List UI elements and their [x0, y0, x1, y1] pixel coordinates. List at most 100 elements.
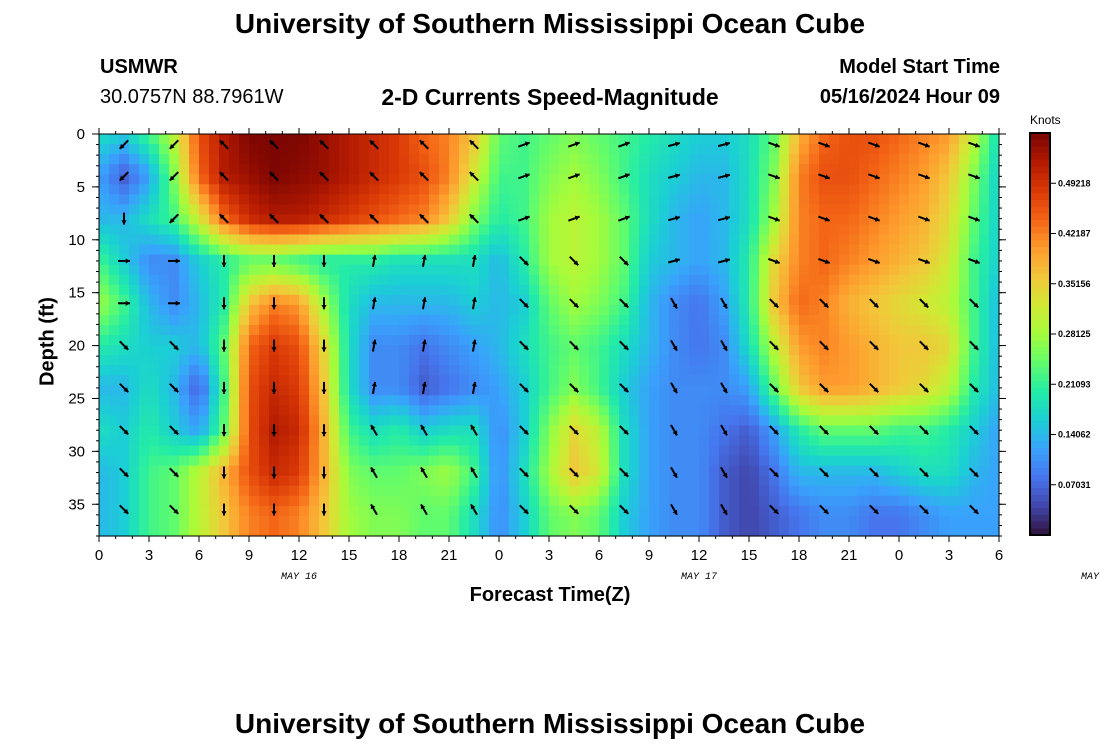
heatmap-cell: [569, 455, 580, 467]
heatmap-cell: [649, 214, 660, 226]
heatmap-cell: [389, 274, 400, 286]
heatmap-cell: [989, 365, 1000, 376]
heatmap-cell: [409, 314, 420, 326]
heatmap-cell: [809, 425, 820, 437]
heatmap-cell: [689, 304, 700, 316]
heatmap-cell: [799, 144, 810, 155]
heatmap-cell: [169, 134, 180, 145]
heatmap-cell: [259, 395, 270, 406]
heatmap-cell: [209, 345, 220, 356]
heatmap-cell: [789, 144, 800, 155]
heatmap-cell: [329, 294, 340, 306]
heatmap-cell: [709, 304, 720, 316]
heatmap-cell: [419, 154, 430, 165]
heatmap-cell: [729, 335, 740, 346]
heatmap-cell: [299, 324, 310, 336]
heatmap-cell: [279, 304, 290, 316]
heatmap-cell: [469, 415, 480, 427]
heatmap-cell: [609, 174, 620, 185]
heatmap-cell: [889, 314, 900, 326]
heatmap-cell: [519, 294, 530, 306]
colorbar-swatch: [1030, 474, 1050, 482]
heatmap-cell: [479, 515, 490, 527]
heatmap-cell: [389, 224, 400, 236]
heatmap-cell: [739, 254, 750, 266]
heatmap-cell: [929, 304, 940, 316]
heatmap-cell: [339, 254, 350, 266]
heatmap-cell: [889, 375, 900, 386]
heatmap-cell: [239, 314, 250, 326]
heatmap-cell: [759, 475, 770, 487]
heatmap-cell: [399, 214, 410, 226]
heatmap-cell: [189, 335, 200, 346]
heatmap-cell: [489, 144, 500, 155]
heatmap-cell: [499, 134, 510, 145]
heatmap-cell: [779, 144, 790, 155]
heatmap-cell: [319, 485, 330, 497]
heatmap-cell: [269, 415, 280, 427]
heatmap-cell: [119, 274, 130, 286]
heatmap-cell: [509, 415, 520, 427]
heatmap-cell: [499, 495, 510, 507]
heatmap-cell: [359, 214, 370, 226]
heatmap-cell: [689, 214, 700, 226]
heatmap-cell: [249, 154, 260, 165]
heatmap-cell: [479, 164, 490, 175]
heatmap-cell: [569, 144, 580, 155]
heatmap-cell: [619, 355, 630, 366]
heatmap-cell: [669, 405, 680, 416]
heatmap-cell: [719, 204, 730, 215]
heatmap-cell: [569, 465, 580, 477]
heatmap-cell: [589, 264, 600, 276]
heatmap-cell: [549, 465, 560, 477]
heatmap-cell: [659, 385, 670, 396]
heatmap-cell: [849, 244, 860, 256]
heatmap-cell: [459, 234, 470, 246]
heatmap-cell: [779, 515, 790, 527]
heatmap-cell: [859, 154, 870, 165]
heatmap-cell: [149, 284, 160, 296]
heatmap-cell: [339, 345, 350, 356]
heatmap-cell: [959, 425, 970, 437]
heatmap-cell: [979, 355, 990, 366]
heatmap-cell: [529, 154, 540, 165]
heatmap-cell: [179, 485, 190, 497]
heatmap-cell: [119, 415, 130, 427]
heatmap-cell: [309, 224, 320, 236]
heatmap-cell: [199, 475, 210, 487]
heatmap-cell: [389, 294, 400, 306]
heatmap-cell: [889, 254, 900, 266]
heatmap-cell: [439, 184, 450, 195]
heatmap-cell: [159, 324, 170, 336]
heatmap-cell: [829, 385, 840, 396]
heatmap-cell: [479, 214, 490, 226]
heatmap-cell: [389, 134, 400, 145]
heatmap-cell: [529, 335, 540, 346]
heatmap-cell: [739, 194, 750, 205]
heatmap-cell: [359, 495, 370, 507]
heatmap-cell: [299, 154, 310, 165]
heatmap-cell: [919, 244, 930, 256]
heatmap-cell: [119, 355, 130, 366]
heatmap-cell: [819, 455, 830, 467]
vector-arrow: [471, 254, 477, 268]
heatmap-cell: [319, 244, 330, 256]
heatmap-cell: [909, 515, 920, 527]
heatmap-cell: [849, 174, 860, 185]
vector-arrow: [869, 382, 879, 393]
heatmap-cell: [139, 485, 150, 497]
heatmap-cell: [119, 475, 130, 487]
heatmap-cell: [129, 324, 140, 336]
heatmap-cell: [559, 335, 570, 346]
heatmap-cell: [99, 314, 110, 326]
heatmap-cell: [749, 144, 760, 155]
heatmap-cell: [889, 194, 900, 205]
heatmap-cell: [259, 134, 270, 145]
heatmap-cell: [159, 224, 170, 236]
heatmap-cell: [779, 405, 790, 416]
heatmap-cell: [389, 254, 400, 266]
colorbar-swatch: [1030, 186, 1050, 194]
vector-arrow: [371, 297, 377, 310]
heatmap-cell: [749, 375, 760, 386]
heatmap-cell: [939, 385, 950, 396]
